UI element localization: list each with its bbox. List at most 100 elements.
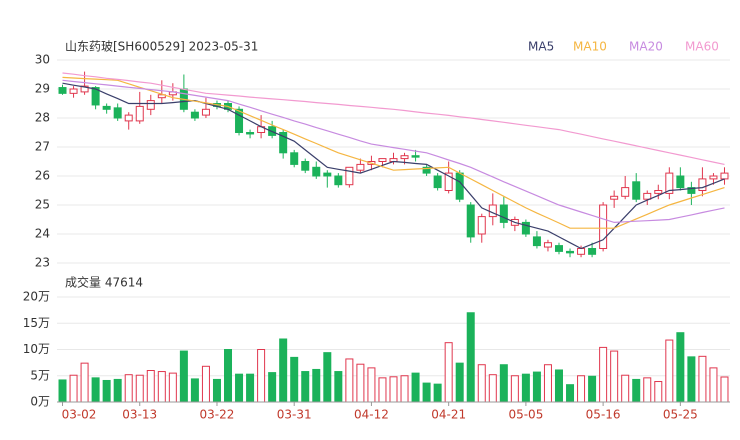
volume-bar <box>212 378 221 403</box>
candle-body <box>709 175 718 180</box>
candle-body <box>466 204 475 238</box>
candle-body <box>599 204 608 249</box>
y-tick-label: 5万 <box>30 368 50 382</box>
volume-bar <box>554 369 563 403</box>
volume-bar <box>201 365 210 403</box>
candle-body <box>135 105 144 122</box>
volume-bar <box>433 383 442 403</box>
ma-line <box>62 79 725 224</box>
volume-bar <box>224 349 233 403</box>
volume-bar <box>610 350 619 403</box>
candle-body <box>698 178 707 191</box>
x-tick-label: 04-21 <box>431 408 466 422</box>
volume-bar <box>179 350 188 403</box>
legend-entry: MA5 <box>528 40 554 54</box>
candle-body <box>356 163 365 171</box>
volume-bar <box>466 312 475 403</box>
candle-body <box>566 250 575 254</box>
volume-title: 成交量 47614 <box>65 275 143 290</box>
volume-bar <box>102 379 111 403</box>
candle-body <box>610 195 619 200</box>
candle-body <box>676 175 685 189</box>
candle-body <box>521 221 530 235</box>
candle-body <box>323 172 332 177</box>
volume-bar <box>455 362 464 403</box>
volume-bar <box>521 373 530 403</box>
ma-line <box>62 76 725 229</box>
volume-bar <box>334 371 343 403</box>
y-tick-label: 30 <box>35 53 50 67</box>
volume-bar <box>444 342 453 403</box>
volume-bar <box>345 358 354 403</box>
volume-bar <box>91 377 100 403</box>
volume-bar <box>124 374 133 403</box>
volume-bar <box>665 339 674 403</box>
volume-bar <box>69 374 78 403</box>
volume-bar <box>301 371 310 403</box>
y-tick-label: 26 <box>35 169 50 183</box>
volume-bar <box>323 352 332 403</box>
candle-body <box>577 248 586 255</box>
candle-body <box>455 172 464 200</box>
candle-body <box>290 152 299 165</box>
volume-bar <box>654 381 663 403</box>
ma-line <box>62 72 725 165</box>
volume-bar <box>632 378 641 403</box>
volume-bar <box>168 372 177 403</box>
volume-bar <box>411 372 420 403</box>
candle-body <box>720 172 729 180</box>
candle-body <box>201 108 210 116</box>
volume-bar <box>687 356 696 403</box>
candle-body <box>588 248 597 255</box>
volume-bar <box>235 373 244 403</box>
volume-bar <box>290 356 299 403</box>
candle-body <box>477 216 486 235</box>
volume-bar <box>246 373 255 403</box>
volume-bar <box>367 367 376 403</box>
legend-entry: MA20 <box>629 40 663 54</box>
volume-bar <box>499 364 508 403</box>
volume-bar <box>190 378 199 403</box>
candle-body <box>91 87 100 106</box>
candle-body <box>190 111 199 119</box>
volume-bar <box>566 384 575 403</box>
volume-bar <box>113 378 122 403</box>
volume-bar <box>146 370 155 403</box>
volume-bar <box>698 355 707 403</box>
x-tick-label: 03-31 <box>277 408 312 422</box>
candle-body <box>378 158 387 163</box>
x-tick-label: 04-12 <box>354 408 389 422</box>
candle-body <box>543 242 552 248</box>
candle-body <box>102 105 111 110</box>
volume-bar <box>389 376 398 403</box>
candle-body <box>687 187 696 194</box>
y-tick-label: 20万 <box>23 290 50 304</box>
x-tick-label: 05-05 <box>508 408 543 422</box>
candle-body <box>58 87 67 94</box>
volume-bar <box>643 377 652 403</box>
volume-bar <box>378 377 387 403</box>
y-tick-label: 15万 <box>23 316 50 330</box>
volume-bar <box>400 375 409 403</box>
candle-body <box>301 161 310 171</box>
candle-body <box>400 155 409 160</box>
candle-body <box>632 181 641 200</box>
volume-bar <box>588 375 597 403</box>
x-tick-label: 03-22 <box>200 408 235 422</box>
volume-bar <box>543 364 552 403</box>
volume-bar <box>510 375 519 403</box>
candle-body <box>124 114 133 122</box>
volume-bar <box>709 367 718 403</box>
y-tick-label: 23 <box>35 256 50 270</box>
x-tick-label: 05-25 <box>663 408 698 422</box>
candle-body <box>422 166 431 174</box>
candle-body <box>345 166 354 186</box>
y-tick-label: 29 <box>35 82 50 96</box>
volume-bar <box>621 374 630 403</box>
candle-body <box>411 155 420 158</box>
y-tick-label: 0万 <box>30 395 50 409</box>
candle-body <box>499 204 508 223</box>
volume-bar <box>312 368 321 403</box>
volume-bar <box>422 382 431 403</box>
